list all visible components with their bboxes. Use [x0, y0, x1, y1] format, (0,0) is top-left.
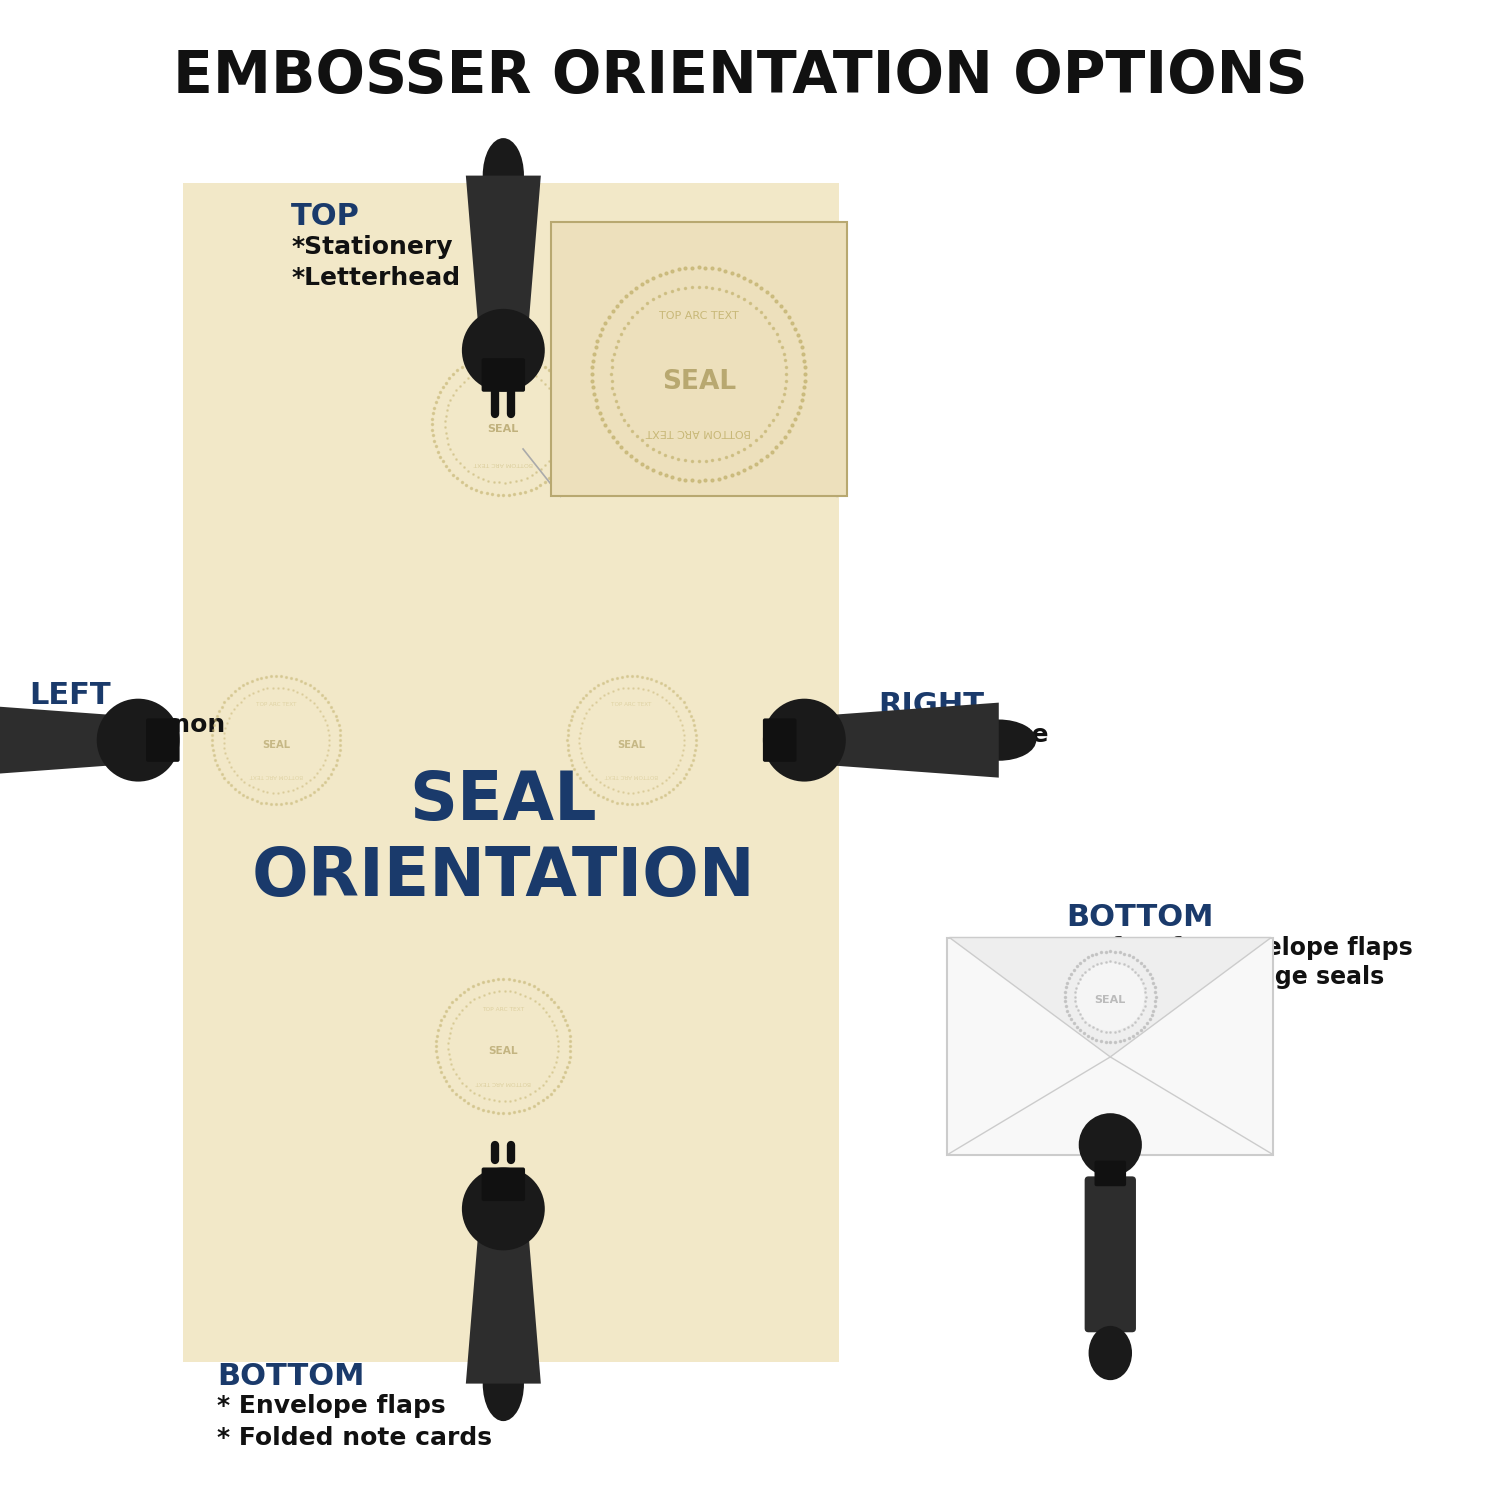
Polygon shape [0, 702, 123, 777]
Text: SEAL: SEAL [662, 369, 736, 394]
Circle shape [452, 993, 555, 1098]
Polygon shape [819, 702, 999, 777]
FancyBboxPatch shape [146, 718, 180, 762]
Text: SEAL: SEAL [489, 1046, 518, 1056]
FancyBboxPatch shape [482, 358, 525, 392]
Ellipse shape [483, 1346, 524, 1420]
FancyBboxPatch shape [1095, 1161, 1126, 1186]
Text: BOTTOM: BOTTOM [1066, 903, 1214, 932]
Circle shape [462, 1167, 544, 1251]
Polygon shape [950, 938, 1270, 1058]
Polygon shape [466, 176, 542, 336]
Text: TOP ARC TEXT: TOP ARC TEXT [483, 1007, 525, 1011]
FancyBboxPatch shape [550, 222, 848, 497]
FancyBboxPatch shape [948, 938, 1274, 1155]
Text: TOP ARC TEXT: TOP ARC TEXT [256, 702, 297, 708]
Circle shape [226, 690, 327, 790]
Text: BOTTOM ARC TEXT: BOTTOM ARC TEXT [476, 1080, 531, 1086]
Circle shape [462, 309, 544, 392]
Ellipse shape [483, 138, 524, 213]
Circle shape [1077, 963, 1144, 1030]
Text: BOTTOM: BOTTOM [217, 1362, 364, 1390]
Text: *Not Common: *Not Common [30, 714, 225, 738]
Circle shape [615, 291, 782, 458]
FancyBboxPatch shape [482, 1167, 525, 1202]
Text: * Folded note cards: * Folded note cards [217, 1426, 492, 1450]
Text: BOTTOM ARC TEXT: BOTTOM ARC TEXT [646, 426, 752, 436]
Text: *Letterhead: *Letterhead [291, 267, 460, 291]
Circle shape [764, 699, 846, 782]
Text: * Book page: * Book page [879, 723, 1048, 747]
Text: BOTTOM ARC TEXT: BOTTOM ARC TEXT [474, 460, 532, 466]
Text: TOP ARC TEXT: TOP ARC TEXT [612, 702, 652, 708]
FancyBboxPatch shape [764, 718, 796, 762]
Text: TOP ARC TEXT: TOP ARC TEXT [658, 312, 738, 321]
Circle shape [448, 369, 560, 480]
FancyBboxPatch shape [1084, 1176, 1136, 1332]
FancyBboxPatch shape [183, 183, 839, 1362]
Ellipse shape [1089, 1326, 1132, 1380]
Text: LEFT: LEFT [30, 681, 111, 710]
Circle shape [582, 690, 681, 790]
Text: TOP: TOP [291, 202, 360, 231]
Text: SEAL: SEAL [1095, 994, 1126, 1005]
Text: TOP ARC TEXT: TOP ARC TEXT [482, 382, 526, 387]
Text: SEAL: SEAL [618, 740, 645, 750]
Polygon shape [466, 1224, 542, 1383]
Text: BOTTOM ARC TEXT: BOTTOM ARC TEXT [249, 772, 303, 778]
Text: SEAL
ORIENTATION: SEAL ORIENTATION [252, 768, 754, 910]
Text: or bottom of page seals: or bottom of page seals [1066, 964, 1384, 988]
Text: SEAL: SEAL [488, 424, 519, 433]
Text: EMBOSSER ORIENTATION OPTIONS: EMBOSSER ORIENTATION OPTIONS [172, 48, 1308, 105]
Text: SEAL: SEAL [262, 740, 291, 750]
Circle shape [96, 699, 180, 782]
Ellipse shape [962, 720, 1036, 760]
Circle shape [1078, 1113, 1142, 1176]
Text: *Stationery: *Stationery [291, 236, 453, 260]
Text: Perfect for envelope flaps: Perfect for envelope flaps [1066, 936, 1413, 960]
Text: BOTTOM ARC TEXT: BOTTOM ARC TEXT [604, 772, 658, 778]
Text: * Envelope flaps: * Envelope flaps [217, 1395, 446, 1419]
Text: RIGHT: RIGHT [879, 692, 984, 720]
